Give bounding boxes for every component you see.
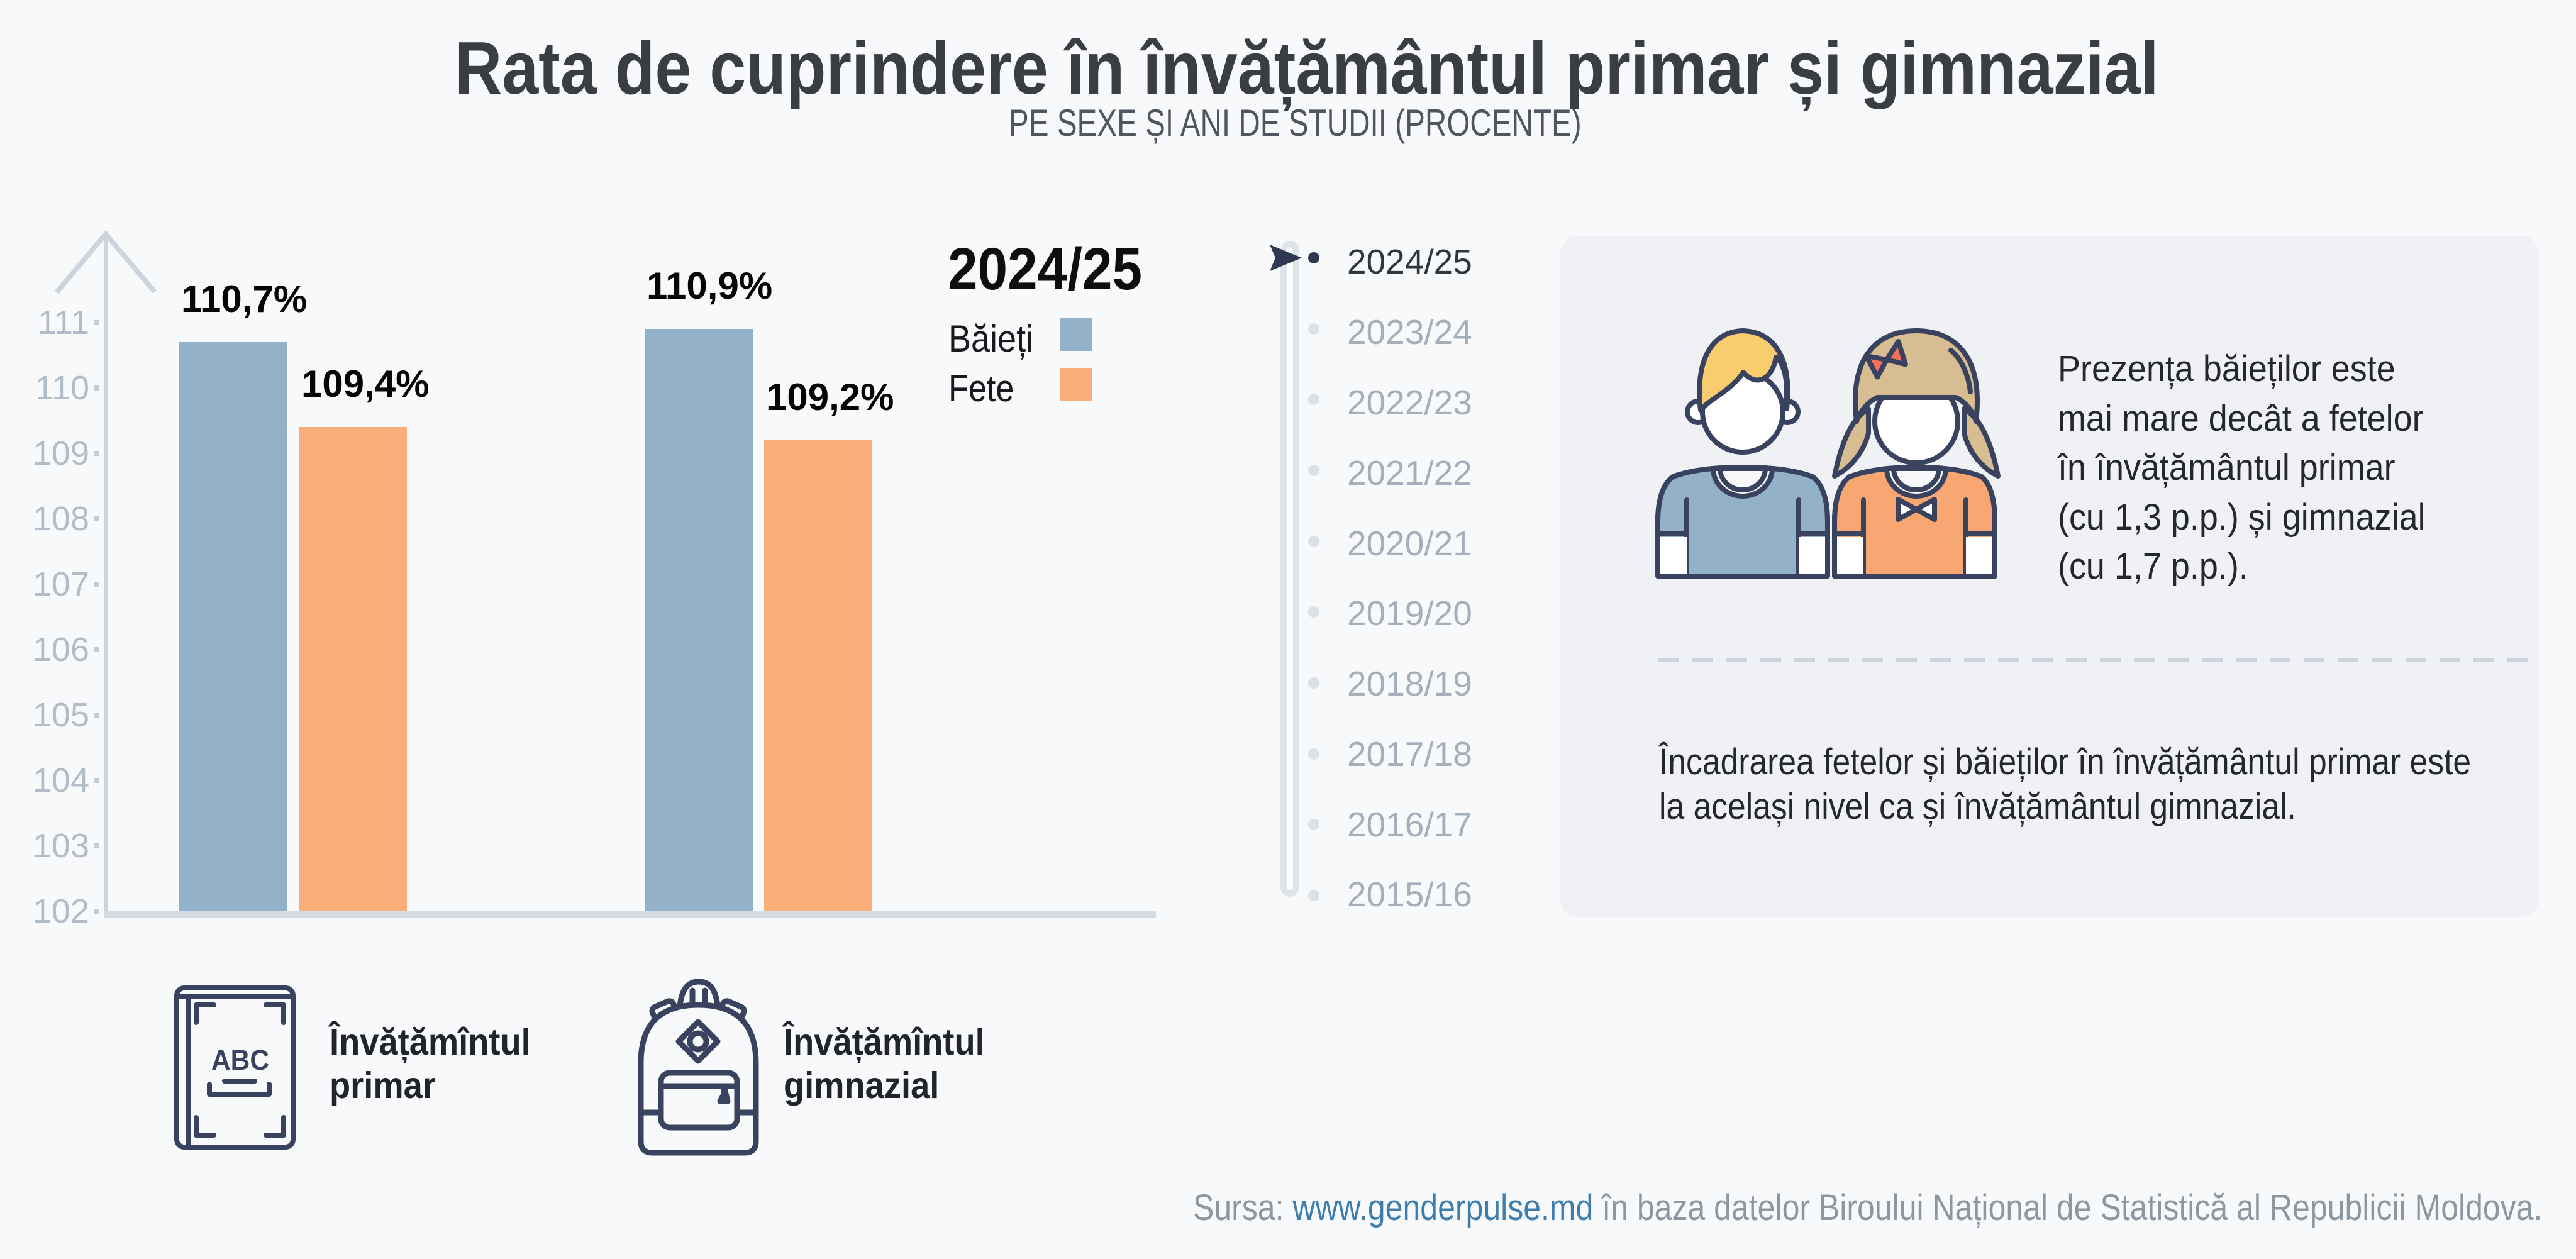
svg-text:ABC: ABC (211, 1044, 269, 1076)
